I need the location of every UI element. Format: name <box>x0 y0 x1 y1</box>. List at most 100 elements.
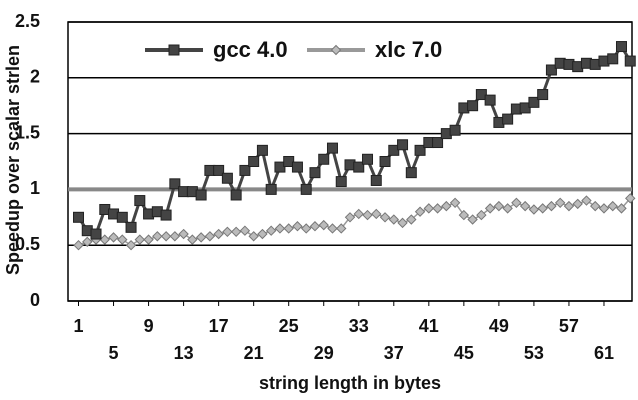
data-point <box>607 200 618 212</box>
data-point <box>371 208 382 220</box>
data-point <box>204 231 216 242</box>
data-point <box>397 139 409 151</box>
data-point <box>326 142 338 154</box>
data-point <box>458 209 470 221</box>
data-point <box>598 203 610 214</box>
data-point <box>108 232 119 243</box>
data-point <box>99 234 110 245</box>
x-tick-label: 61 <box>594 343 614 363</box>
data-point <box>370 174 382 186</box>
data-point <box>625 193 636 204</box>
data-point <box>134 234 146 245</box>
x-axis-label: string length in bytes <box>259 373 441 393</box>
data-point <box>125 221 137 233</box>
data-point <box>545 64 557 76</box>
data-point <box>406 214 417 225</box>
data-point <box>414 206 426 217</box>
y-tick-label: 2.5 <box>15 11 40 31</box>
y-tick-label: 1.5 <box>15 122 40 142</box>
x-tick-label: 17 <box>209 316 229 336</box>
data-point <box>554 197 566 208</box>
data-point <box>152 231 163 242</box>
data-point <box>257 228 268 240</box>
data-point <box>423 203 435 214</box>
data-point <box>309 221 321 232</box>
data-point <box>449 124 461 136</box>
x-tick-label: 1 <box>74 316 84 336</box>
data-point <box>475 89 487 101</box>
data-point <box>195 232 207 243</box>
y-axis-label: Speedup over scalar strlen <box>3 45 23 275</box>
data-point <box>213 228 224 240</box>
x-tick-label: 5 <box>109 343 119 363</box>
x-tick-label: 21 <box>244 343 264 363</box>
data-point <box>537 89 549 101</box>
data-point <box>449 197 461 208</box>
data-point <box>528 204 540 215</box>
data-point <box>335 176 347 188</box>
data-point <box>467 100 479 112</box>
data-point <box>116 211 128 223</box>
data-point <box>274 223 286 234</box>
data-point <box>160 231 172 242</box>
data-point <box>117 234 128 245</box>
data-point <box>432 203 443 214</box>
data-point <box>467 214 478 225</box>
data-point <box>546 200 557 212</box>
data-point <box>432 137 444 149</box>
data-point <box>414 144 426 156</box>
y-tick-label: 0 <box>30 290 40 310</box>
data-point <box>160 209 172 221</box>
data-point <box>256 144 268 156</box>
data-point <box>178 228 189 240</box>
data-point <box>615 41 627 53</box>
data-point <box>195 189 207 201</box>
y-tick-label: 2 <box>30 67 40 87</box>
data-point <box>519 102 531 114</box>
legend-marker <box>330 44 342 56</box>
x-tick-label: 37 <box>384 343 404 363</box>
data-point <box>607 53 619 65</box>
data-point <box>239 164 251 176</box>
data-point <box>248 231 259 242</box>
data-point <box>493 200 505 212</box>
data-point <box>239 225 251 236</box>
x-tick-label: 45 <box>454 343 474 363</box>
data-point <box>537 203 548 214</box>
data-point <box>379 156 391 167</box>
data-point <box>362 153 374 165</box>
x-tick-label: 29 <box>314 343 334 363</box>
data-point <box>90 228 102 240</box>
data-point <box>388 214 399 225</box>
data-point <box>169 178 181 190</box>
data-point <box>502 113 514 125</box>
data-point <box>502 203 513 214</box>
data-point <box>590 200 601 212</box>
data-point <box>318 219 329 231</box>
data-point <box>187 234 198 245</box>
data-point <box>581 195 592 206</box>
data-point <box>248 156 260 167</box>
data-point <box>292 221 303 232</box>
data-point <box>134 195 146 207</box>
data-point <box>563 200 575 212</box>
data-point <box>265 183 277 195</box>
data-point <box>221 172 233 184</box>
data-point <box>291 161 303 173</box>
data-point <box>230 189 242 201</box>
data-point <box>528 96 540 108</box>
data-point <box>73 211 85 223</box>
x-tick-label: 9 <box>144 316 154 336</box>
data-point <box>265 225 277 236</box>
legend-label: xlc 7.0 <box>375 37 442 62</box>
data-point <box>300 183 312 195</box>
data-point <box>616 203 627 214</box>
data-point <box>125 239 137 251</box>
data-point <box>82 236 93 248</box>
data-point <box>441 200 452 212</box>
x-tick-label: 33 <box>349 316 369 336</box>
data-point <box>362 209 373 221</box>
data-point <box>484 203 496 214</box>
data-point <box>353 208 364 220</box>
data-point <box>353 161 365 173</box>
